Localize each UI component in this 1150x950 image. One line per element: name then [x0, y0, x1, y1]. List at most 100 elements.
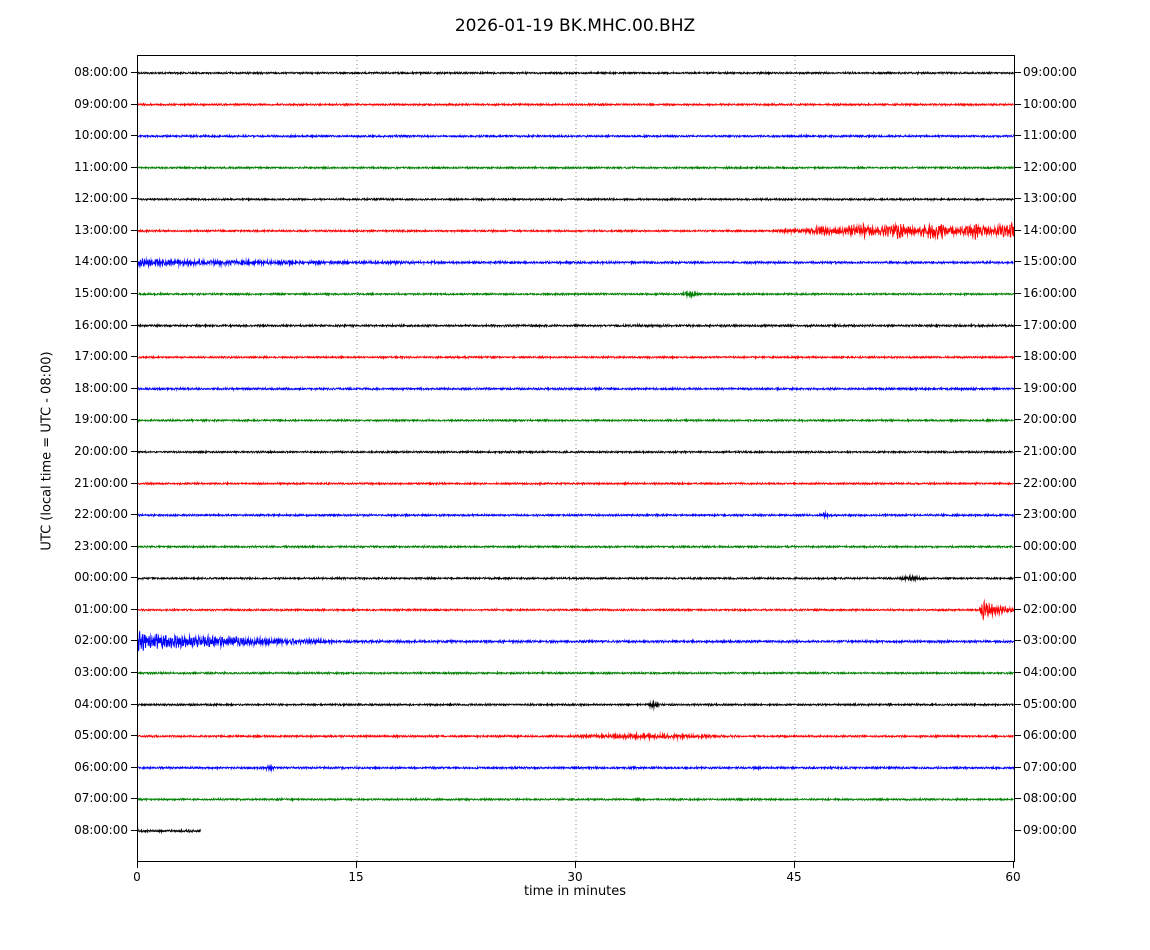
utc-time-label: 13:00:00 — [74, 222, 128, 237]
y-tick-mark — [131, 735, 137, 737]
x-tick-label: 15 — [348, 870, 364, 884]
x-tick-label: 0 — [133, 870, 141, 884]
y-tick-mark — [131, 640, 137, 642]
utc-time-label: 01:00:00 — [74, 601, 128, 616]
y-tick-mark — [131, 261, 137, 263]
y-tick-mark — [131, 482, 137, 484]
y-tick-mark — [131, 419, 137, 421]
local-time-label: 09:00:00 — [1023, 822, 1077, 837]
y-tick-mark — [1015, 387, 1021, 389]
y-tick-mark — [131, 72, 137, 73]
utc-time-label: 07:00:00 — [74, 791, 128, 806]
y-tick-mark — [1015, 135, 1021, 137]
y-tick-mark — [131, 135, 137, 137]
utc-time-label: 23:00:00 — [74, 538, 128, 553]
local-time-label: 15:00:00 — [1023, 254, 1077, 269]
utc-time-label: 19:00:00 — [74, 412, 128, 427]
local-time-label: 13:00:00 — [1023, 191, 1077, 206]
y-tick-mark — [131, 672, 137, 674]
local-time-label: 04:00:00 — [1023, 665, 1077, 680]
local-time-label: 05:00:00 — [1023, 696, 1077, 711]
local-time-label: 18:00:00 — [1023, 349, 1077, 364]
x-tick-mark — [794, 862, 795, 868]
y-tick-mark — [1015, 703, 1021, 705]
y-tick-mark — [131, 703, 137, 705]
local-time-label: 10:00:00 — [1023, 96, 1077, 111]
y-tick-mark — [131, 829, 137, 831]
local-time-label: 06:00:00 — [1023, 728, 1077, 743]
y-tick-mark — [131, 103, 137, 105]
y-tick-mark — [1015, 608, 1021, 610]
y-tick-mark — [1015, 514, 1021, 516]
y-tick-mark — [131, 198, 137, 200]
local-time-label: 17:00:00 — [1023, 317, 1077, 332]
utc-time-label: 22:00:00 — [74, 507, 128, 522]
local-time-label: 00:00:00 — [1023, 538, 1077, 553]
y-tick-mark — [131, 450, 137, 452]
y-tick-mark — [131, 766, 137, 768]
utc-time-label: 18:00:00 — [74, 380, 128, 395]
y-tick-mark — [131, 356, 137, 358]
local-time-label: 22:00:00 — [1023, 475, 1077, 490]
y-tick-mark — [1015, 735, 1021, 737]
utc-time-label: 03:00:00 — [74, 665, 128, 680]
utc-time-label: 10:00:00 — [74, 128, 128, 143]
y-tick-mark — [131, 608, 137, 610]
y-tick-mark — [1015, 229, 1021, 231]
y-tick-mark — [1015, 640, 1021, 642]
y-tick-mark — [131, 324, 137, 326]
y-tick-mark — [131, 387, 137, 389]
local-time-label: 07:00:00 — [1023, 759, 1077, 774]
x-tick-label: 45 — [786, 870, 802, 884]
local-time-label: 23:00:00 — [1023, 507, 1077, 522]
x-tick-mark — [1013, 862, 1014, 868]
x-tick-label: 30 — [567, 870, 583, 884]
x-tick-label: 60 — [1005, 870, 1021, 884]
local-time-label: 08:00:00 — [1023, 791, 1077, 806]
x-tick-mark — [356, 862, 357, 868]
x-axis-label: time in minutes — [523, 884, 627, 899]
y-tick-mark — [1015, 261, 1021, 263]
y-tick-mark — [1015, 293, 1021, 295]
y-tick-mark — [131, 166, 137, 168]
local-time-label: 20:00:00 — [1023, 412, 1077, 427]
y-tick-mark — [131, 229, 137, 231]
utc-time-label: 08:00:00 — [74, 65, 128, 79]
y-tick-mark — [131, 577, 137, 579]
local-time-label: 21:00:00 — [1023, 443, 1077, 458]
utc-time-label: 05:00:00 — [74, 728, 128, 743]
y-tick-mark — [1015, 672, 1021, 674]
local-time-label: 02:00:00 — [1023, 601, 1077, 616]
utc-time-label: 00:00:00 — [74, 570, 128, 585]
y-tick-mark — [131, 514, 137, 516]
local-time-label: 01:00:00 — [1023, 570, 1077, 585]
local-time-label: 14:00:00 — [1023, 222, 1077, 237]
y-tick-mark — [1015, 450, 1021, 452]
plot-area — [137, 55, 1015, 862]
utc-time-label: 06:00:00 — [74, 759, 128, 774]
y-tick-mark — [1015, 419, 1021, 421]
utc-time-label: 08:00:00 — [74, 822, 128, 837]
local-time-label: 09:00:00 — [1023, 65, 1077, 79]
local-time-label: 12:00:00 — [1023, 159, 1077, 174]
utc-time-label: 11:00:00 — [74, 159, 128, 174]
utc-time-label: 09:00:00 — [74, 96, 128, 111]
local-time-label: 16:00:00 — [1023, 286, 1077, 301]
x-tick-mark — [575, 862, 576, 868]
y-tick-mark — [131, 545, 137, 547]
utc-time-label: 17:00:00 — [74, 349, 128, 364]
y-tick-mark — [1015, 545, 1021, 547]
y-tick-mark — [131, 293, 137, 295]
y-tick-mark — [1015, 166, 1021, 168]
y-tick-mark — [1015, 766, 1021, 768]
y-tick-mark — [1015, 356, 1021, 358]
chart-title: 2026-01-19 BK.MHC.00.BHZ — [454, 16, 696, 36]
y-tick-mark — [1015, 829, 1021, 831]
y-tick-mark — [1015, 482, 1021, 484]
seismogram-canvas — [138, 56, 1014, 861]
local-time-label: 19:00:00 — [1023, 380, 1077, 395]
x-tick-mark — [137, 862, 138, 868]
utc-time-label: 04:00:00 — [74, 696, 128, 711]
y-tick-mark — [1015, 798, 1021, 800]
